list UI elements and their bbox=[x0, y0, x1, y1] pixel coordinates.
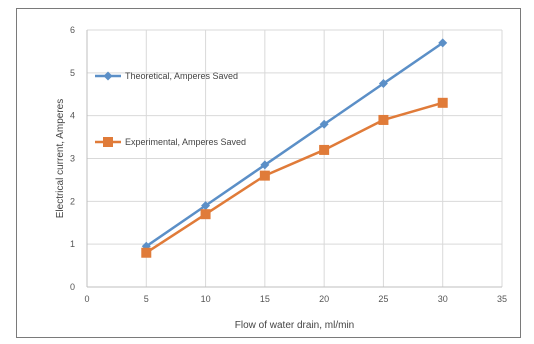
x-axis-title: Flow of water drain, ml/min bbox=[235, 320, 354, 331]
chart-frame: 0 1 2 3 4 5 6 0 5 10 15 20 25 30 35 Theoretical, Amper… bbox=[16, 8, 521, 338]
data-point bbox=[201, 201, 211, 211]
legend-entry-2: Experimental, Amperes Saved bbox=[95, 137, 246, 147]
legend-entry-1: Theoretical, Amperes Saved bbox=[95, 71, 238, 81]
series-1 bbox=[141, 38, 448, 251]
series-group bbox=[141, 38, 448, 258]
data-point bbox=[319, 119, 329, 129]
x-tick-label: 0 bbox=[84, 294, 89, 304]
legend-label: Experimental, Amperes Saved bbox=[125, 137, 246, 147]
y-tick-label: 4 bbox=[70, 111, 75, 121]
grid bbox=[86, 29, 503, 288]
series-line bbox=[145, 41, 444, 248]
line-chart: 0 1 2 3 4 5 6 0 5 10 15 20 25 30 35 Theoretical, Amper… bbox=[55, 25, 507, 331]
y-tick-label: 6 bbox=[70, 25, 75, 35]
x-tick-label: 10 bbox=[201, 294, 211, 304]
x-tick-label: 25 bbox=[378, 294, 388, 304]
legend: Theoretical, Amperes Saved Experimental, … bbox=[95, 71, 246, 147]
data-point bbox=[438, 38, 448, 48]
x-tick-label: 35 bbox=[497, 294, 507, 304]
y-tick-label: 0 bbox=[70, 282, 75, 292]
legend-marker bbox=[103, 137, 113, 147]
x-tick-label: 30 bbox=[438, 294, 448, 304]
y-tick-label: 5 bbox=[70, 68, 75, 78]
data-point bbox=[378, 114, 389, 125]
series-2 bbox=[141, 97, 448, 258]
axes: 0 1 2 3 4 5 6 0 5 10 15 20 25 30 35 bbox=[70, 25, 507, 304]
y-axis-title: Electrical current, Amperes bbox=[55, 99, 66, 219]
y-tick-label: 1 bbox=[70, 239, 75, 249]
x-tick-label: 5 bbox=[144, 294, 149, 304]
data-point bbox=[260, 160, 270, 170]
legend-label: Theoretical, Amperes Saved bbox=[125, 71, 238, 81]
data-point bbox=[437, 97, 448, 108]
legend-marker bbox=[103, 71, 113, 81]
y-tick-label: 2 bbox=[70, 196, 75, 206]
data-point bbox=[319, 144, 330, 155]
data-point bbox=[259, 170, 270, 181]
y-tick-label: 3 bbox=[70, 154, 75, 164]
data-point bbox=[200, 209, 211, 220]
x-tick-label: 20 bbox=[319, 294, 329, 304]
x-tick-label: 15 bbox=[260, 294, 270, 304]
series-line bbox=[145, 101, 444, 254]
data-point bbox=[378, 79, 388, 89]
data-point bbox=[141, 247, 152, 258]
